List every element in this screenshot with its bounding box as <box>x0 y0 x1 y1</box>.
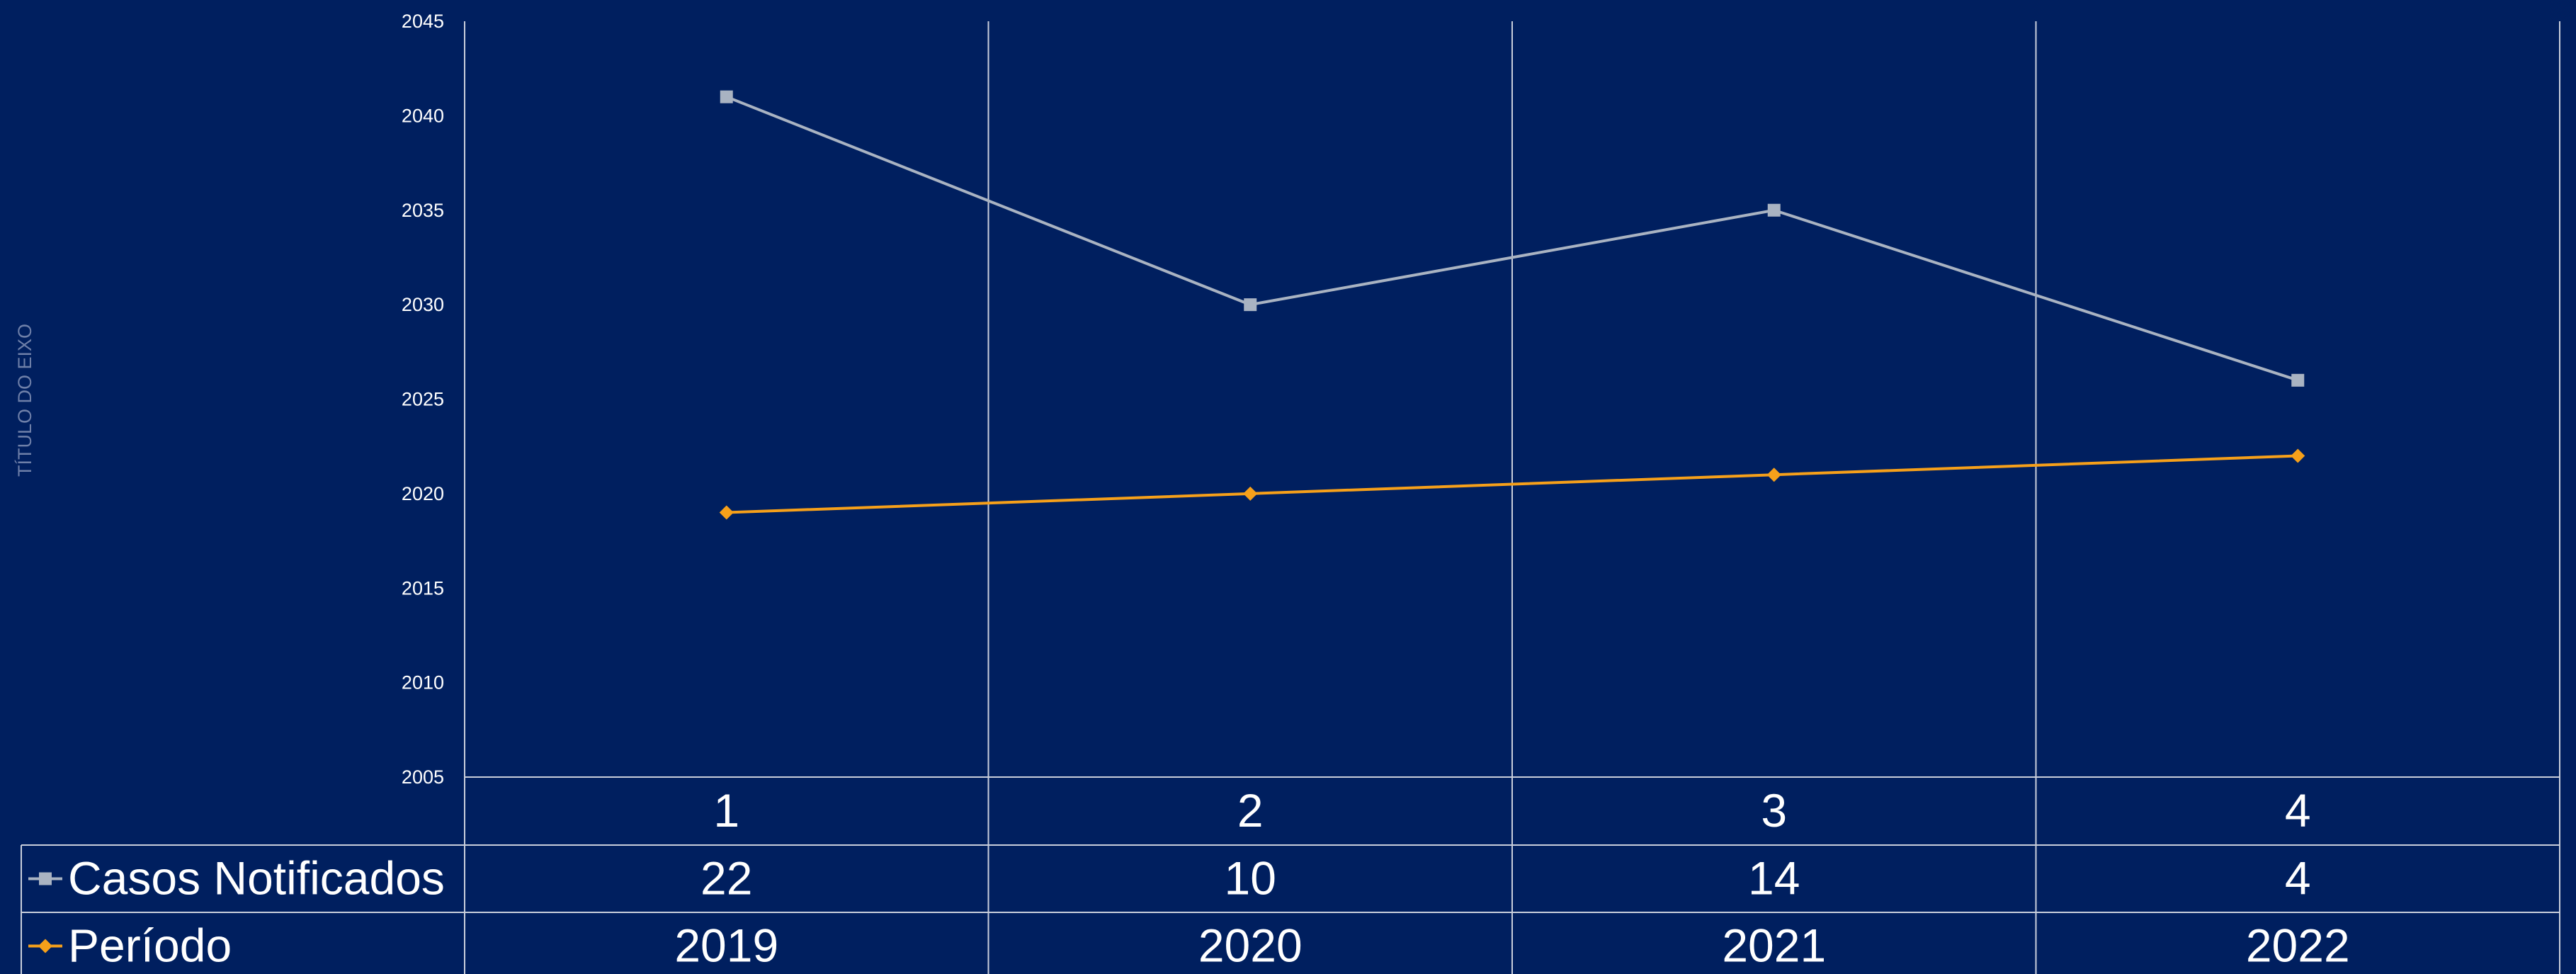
data-point-square <box>2291 373 2305 387</box>
table-cell-value: 22 <box>700 852 752 905</box>
y-tick-label: 2020 <box>402 483 444 504</box>
x-category-label: 2 <box>1237 784 1264 837</box>
x-category-label: 4 <box>2285 784 2311 837</box>
data-point-diamond <box>719 505 734 520</box>
y-axis-title: TÍTULO DO EIXO <box>14 324 35 477</box>
y-tick-label: 2005 <box>402 766 444 788</box>
data-point-diamond <box>38 939 52 953</box>
series-line <box>726 454 2298 514</box>
legend-series-name: Período <box>68 919 232 972</box>
table-cell-value: 2021 <box>1722 919 1826 972</box>
table-cell-value: 14 <box>1748 852 1800 905</box>
table-cell-value: 2019 <box>674 919 778 972</box>
x-category-label: 1 <box>713 784 739 837</box>
data-point-diamond <box>2291 448 2305 463</box>
data-point-diamond <box>1243 486 1258 501</box>
y-tick-label: 2015 <box>402 577 444 599</box>
table-cell-value: 2022 <box>2246 919 2350 972</box>
data-point-diamond <box>1766 468 1781 482</box>
data-point-square <box>1244 298 1257 312</box>
legend-series-name: Casos Notificados <box>68 852 445 905</box>
table-cell-value: 2020 <box>1198 919 1303 972</box>
y-tick-label: 2045 <box>402 11 444 32</box>
x-category-label: 3 <box>1761 784 1787 837</box>
y-tick-label: 2035 <box>402 200 444 221</box>
table-cell-value: 4 <box>2285 852 2311 905</box>
y-tick-label: 2010 <box>402 672 444 693</box>
y-tick-label: 2040 <box>402 105 444 126</box>
data-point-square <box>39 872 52 885</box>
series-line <box>726 95 2298 382</box>
y-tick-label: 2025 <box>402 389 444 410</box>
y-tick-label: 2030 <box>402 294 444 315</box>
data-point-square <box>1767 203 1781 217</box>
table-cell-value: 10 <box>1225 852 1276 905</box>
data-point-square <box>720 90 733 103</box>
